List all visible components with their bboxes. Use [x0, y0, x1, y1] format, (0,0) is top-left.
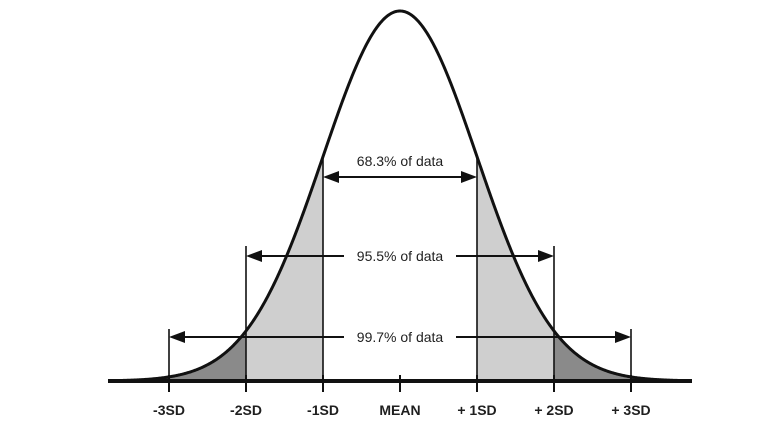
range-1sd: 68.3% of data — [323, 153, 477, 183]
tick-label-plus-1sd: + 1SD — [457, 402, 496, 418]
tick-label-minus-3sd: -3SD — [153, 402, 185, 418]
range-3sd-label: 99.7% of data — [357, 329, 444, 345]
tick-label-plus-3sd: + 3SD — [611, 402, 650, 418]
range-3sd: 99.7% of data — [169, 328, 631, 346]
range-2sd-label-bg — [344, 247, 456, 265]
range-3sd-label-bg — [344, 328, 456, 346]
bell-curve — [107, 9, 692, 383]
tick-label-minus-2sd: -2SD — [230, 402, 262, 418]
range-arrows: 68.3% of data 95.5% of data 99.7% of dat… — [169, 153, 631, 346]
region-2sd-to-3sd — [169, 330, 246, 381]
sd-vertical-lines — [168, 156, 632, 381]
x-axis-labels: -3SD -2SD -1SD MEAN + 1SD + 2SD + 3SD — [153, 402, 651, 418]
range-2sd-arrow-right — [538, 250, 554, 262]
x-axis-ticks — [168, 375, 632, 392]
range-2sd: 95.5% of data — [246, 247, 554, 265]
shaded-regions — [111, 156, 689, 381]
tick-label-minus-1sd: -1SD — [307, 402, 339, 418]
tick-label-mean: MEAN — [379, 402, 420, 418]
range-2sd-arrow-left — [246, 250, 262, 262]
range-1sd-arrow-left — [323, 171, 339, 183]
range-3sd-arrow-left — [169, 331, 185, 343]
tick-label-plus-2sd: + 2SD — [534, 402, 573, 418]
range-2sd-label: 95.5% of data — [357, 248, 444, 264]
region-2sd-to-3sd-right — [554, 330, 631, 381]
range-1sd-arrow-right — [461, 171, 477, 183]
range-1sd-label: 68.3% of data — [357, 153, 444, 169]
range-3sd-arrow-right — [615, 331, 631, 343]
